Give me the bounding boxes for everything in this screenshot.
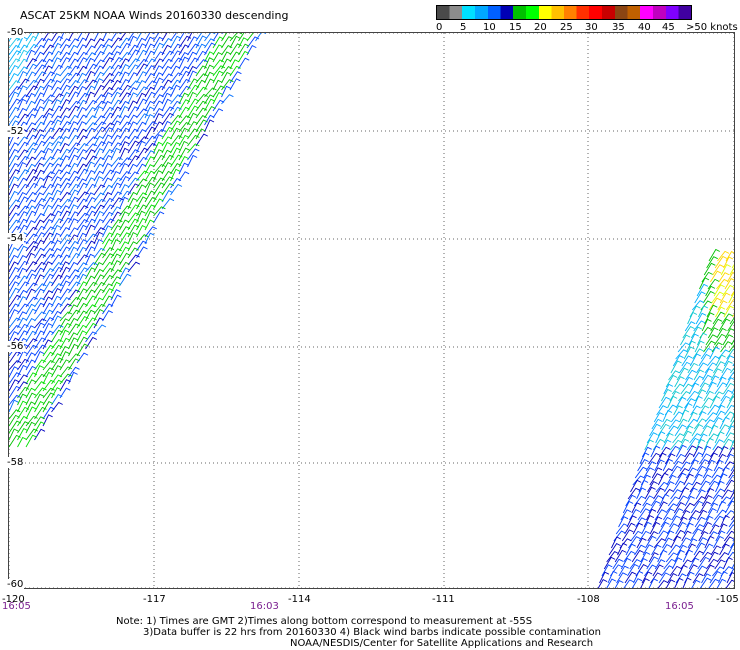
- lon-label-108: -108: [577, 594, 600, 605]
- wind-speed-legend: 0 5 10 15 20 25 30 35 40 45 >50 knots: [436, 5, 738, 35]
- legend-label-30: 30: [585, 22, 598, 33]
- lat-label-60: -60: [6, 579, 25, 590]
- time-label-left: 16:05: [2, 601, 31, 612]
- lon-label-120: -120: [2, 594, 25, 605]
- wind-barbs: [9, 33, 734, 588]
- legend-label-50-knots: >50 knots: [686, 22, 738, 33]
- lon-label-114: -114: [288, 594, 311, 605]
- color-scale: [436, 5, 692, 20]
- legend-label-45: 45: [662, 22, 675, 33]
- legend-swatch: [513, 6, 539, 19]
- note-line-3: NOAA/NESDIS/Center for Satellite Applica…: [290, 638, 594, 649]
- legend-swatch: [665, 6, 691, 19]
- time-label-right: 16:05: [665, 601, 694, 612]
- note-line-2: 3)Data buffer is 22 hrs from 20160330 4)…: [143, 627, 601, 638]
- legend-swatch: [487, 6, 514, 19]
- legend-swatch: [538, 6, 564, 19]
- legend-label-5: 5: [460, 22, 467, 33]
- lat-label-54: -54: [6, 233, 25, 244]
- lat-label-58: -58: [6, 457, 25, 468]
- legend-label-0: 0: [436, 22, 443, 33]
- time-label-middle: 16:03: [250, 601, 279, 612]
- legend-label-25: 25: [560, 22, 573, 33]
- wind-map: [8, 32, 735, 589]
- graticule: [9, 33, 734, 588]
- lat-label-56: -56: [6, 341, 25, 352]
- lon-label-117: -117: [143, 594, 166, 605]
- legend-swatch: [462, 6, 488, 19]
- legend-swatch: [589, 6, 615, 19]
- legend-swatch: [437, 6, 463, 19]
- lon-label-105: -105: [716, 594, 739, 605]
- map-title: ASCAT 25KM NOAA Winds 20160330 descendin…: [20, 9, 289, 22]
- legend-swatch: [640, 6, 666, 19]
- legend-label-10: 10: [483, 22, 496, 33]
- legend-label-35: 35: [612, 22, 625, 33]
- lon-label-111: -111: [432, 594, 455, 605]
- lat-label-52: -52: [6, 126, 25, 137]
- legend-label-20: 20: [534, 22, 547, 33]
- note-line-1: Note: 1) Times are GMT 2)Times along bot…: [116, 616, 533, 627]
- legend-swatch: [614, 6, 641, 19]
- legend-label-15: 15: [509, 22, 522, 33]
- legend-swatch: [563, 6, 590, 19]
- legend-label-40: 40: [638, 22, 651, 33]
- lat-label-50: -50: [6, 27, 25, 38]
- wind-barb-plot: [9, 33, 734, 588]
